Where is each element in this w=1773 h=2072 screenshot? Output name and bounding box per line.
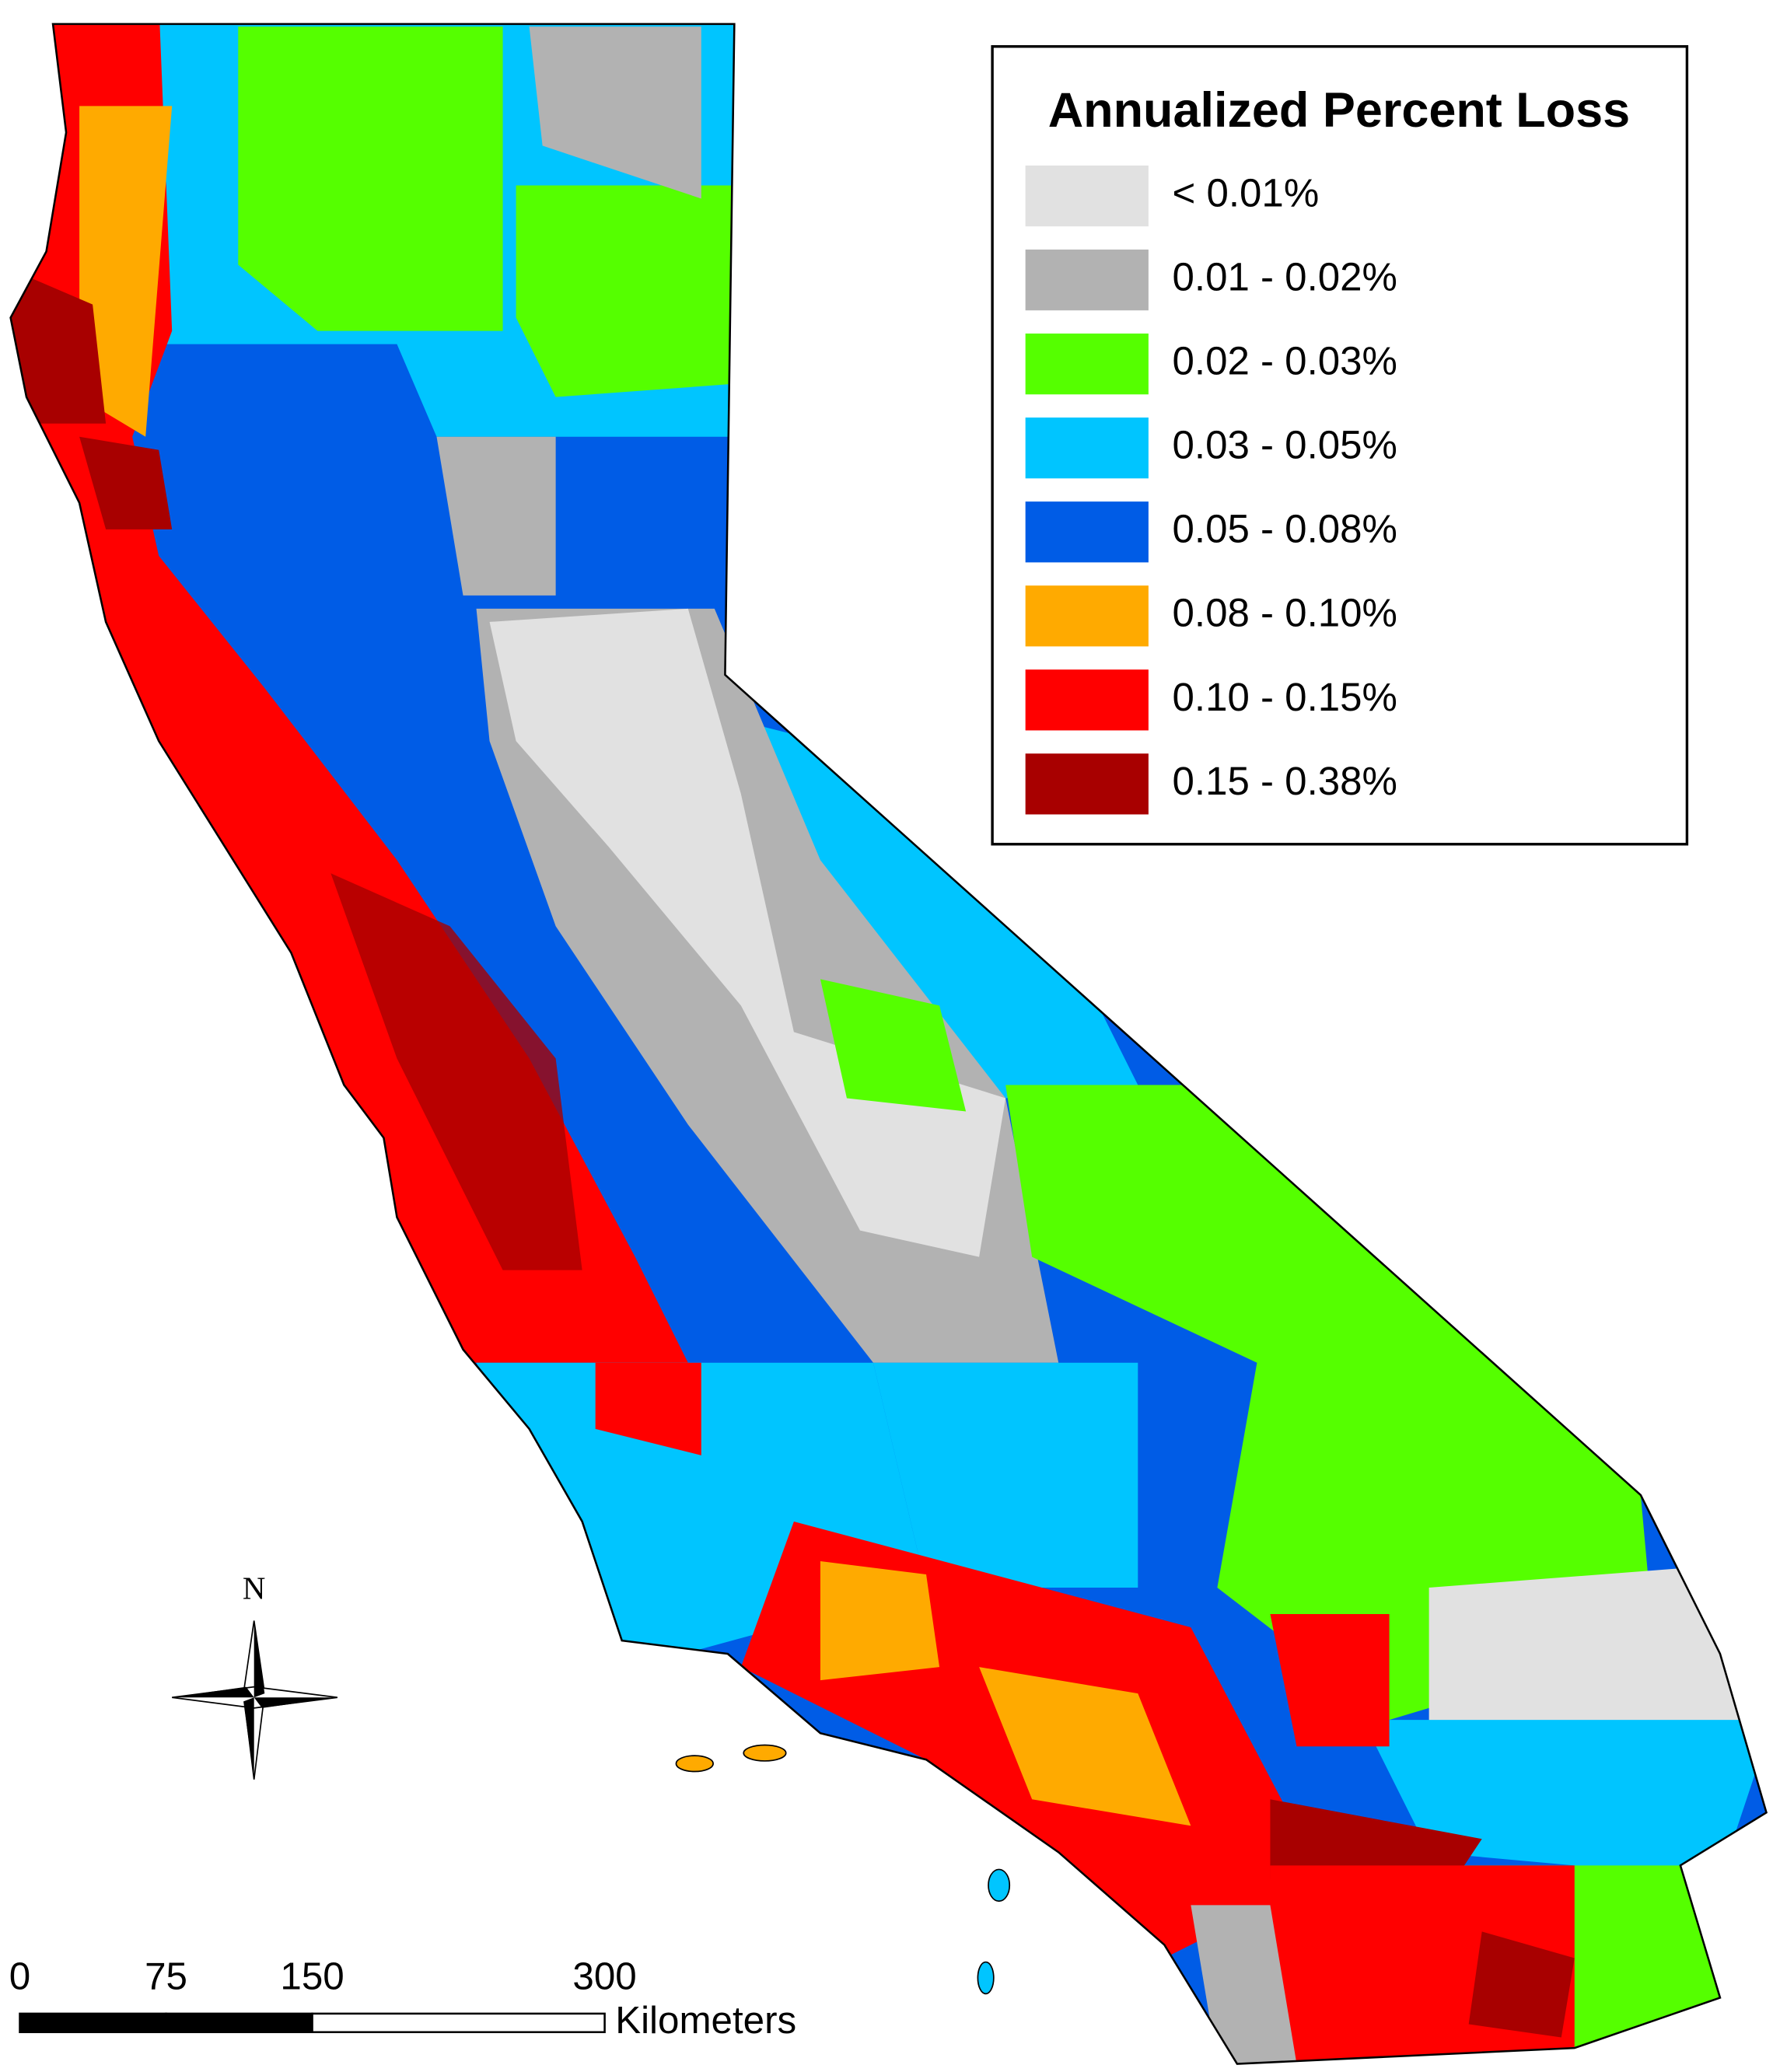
- legend-label: 0.15 - 0.38%: [1173, 759, 1397, 803]
- legend-label: 0.02 - 0.03%: [1173, 339, 1397, 383]
- scale-unit: Kilometers: [615, 1999, 796, 2042]
- state-outline: [9, 23, 1768, 2065]
- scale-tick-label: 300: [572, 1955, 636, 1998]
- legend-label: 0.10 - 0.15%: [1173, 675, 1397, 719]
- legend-swatch: [1025, 334, 1149, 395]
- legend-swatch: [1025, 501, 1149, 563]
- legend-label: 0.08 - 0.10%: [1173, 591, 1397, 635]
- legend-label: 0.05 - 0.08%: [1173, 507, 1397, 551]
- island: [977, 1961, 995, 1995]
- island: [675, 1755, 714, 1773]
- scale-tick-label: 150: [280, 1955, 344, 1998]
- legend-swatch: [1025, 753, 1149, 815]
- scale-segment: [19, 2012, 167, 2033]
- legend-swatch: [1025, 249, 1149, 311]
- legend-items: < 0.01% 0.01 - 0.02% 0.02 - 0.03% 0.03 - 0.…: [1025, 165, 1397, 815]
- scale-tick-label: 75: [145, 1955, 187, 1998]
- legend-swatch: [1025, 669, 1149, 731]
- legend-swatch: [1025, 418, 1149, 479]
- legend-title: Annualized Percent Loss: [1048, 83, 1630, 138]
- compass-shade: [254, 1620, 265, 1698]
- legend-label: < 0.01%: [1173, 171, 1320, 215]
- island: [988, 1868, 1011, 1903]
- legend-swatch: [1025, 165, 1149, 227]
- compass-shade: [254, 1697, 337, 1708]
- scale-segment: [165, 2012, 313, 2033]
- compass-shade: [243, 1697, 254, 1780]
- scale-tick-label: 0: [9, 1955, 30, 1998]
- legend-swatch: [1025, 585, 1149, 647]
- scale-segment: [311, 2012, 606, 2033]
- compass-north: N: [243, 1571, 266, 1606]
- legend-label: 0.03 - 0.05%: [1173, 423, 1397, 467]
- compass: N: [172, 1571, 337, 1780]
- island: [743, 1744, 787, 1762]
- compass-shade: [172, 1686, 254, 1698]
- legend-label: 0.01 - 0.02%: [1173, 255, 1397, 299]
